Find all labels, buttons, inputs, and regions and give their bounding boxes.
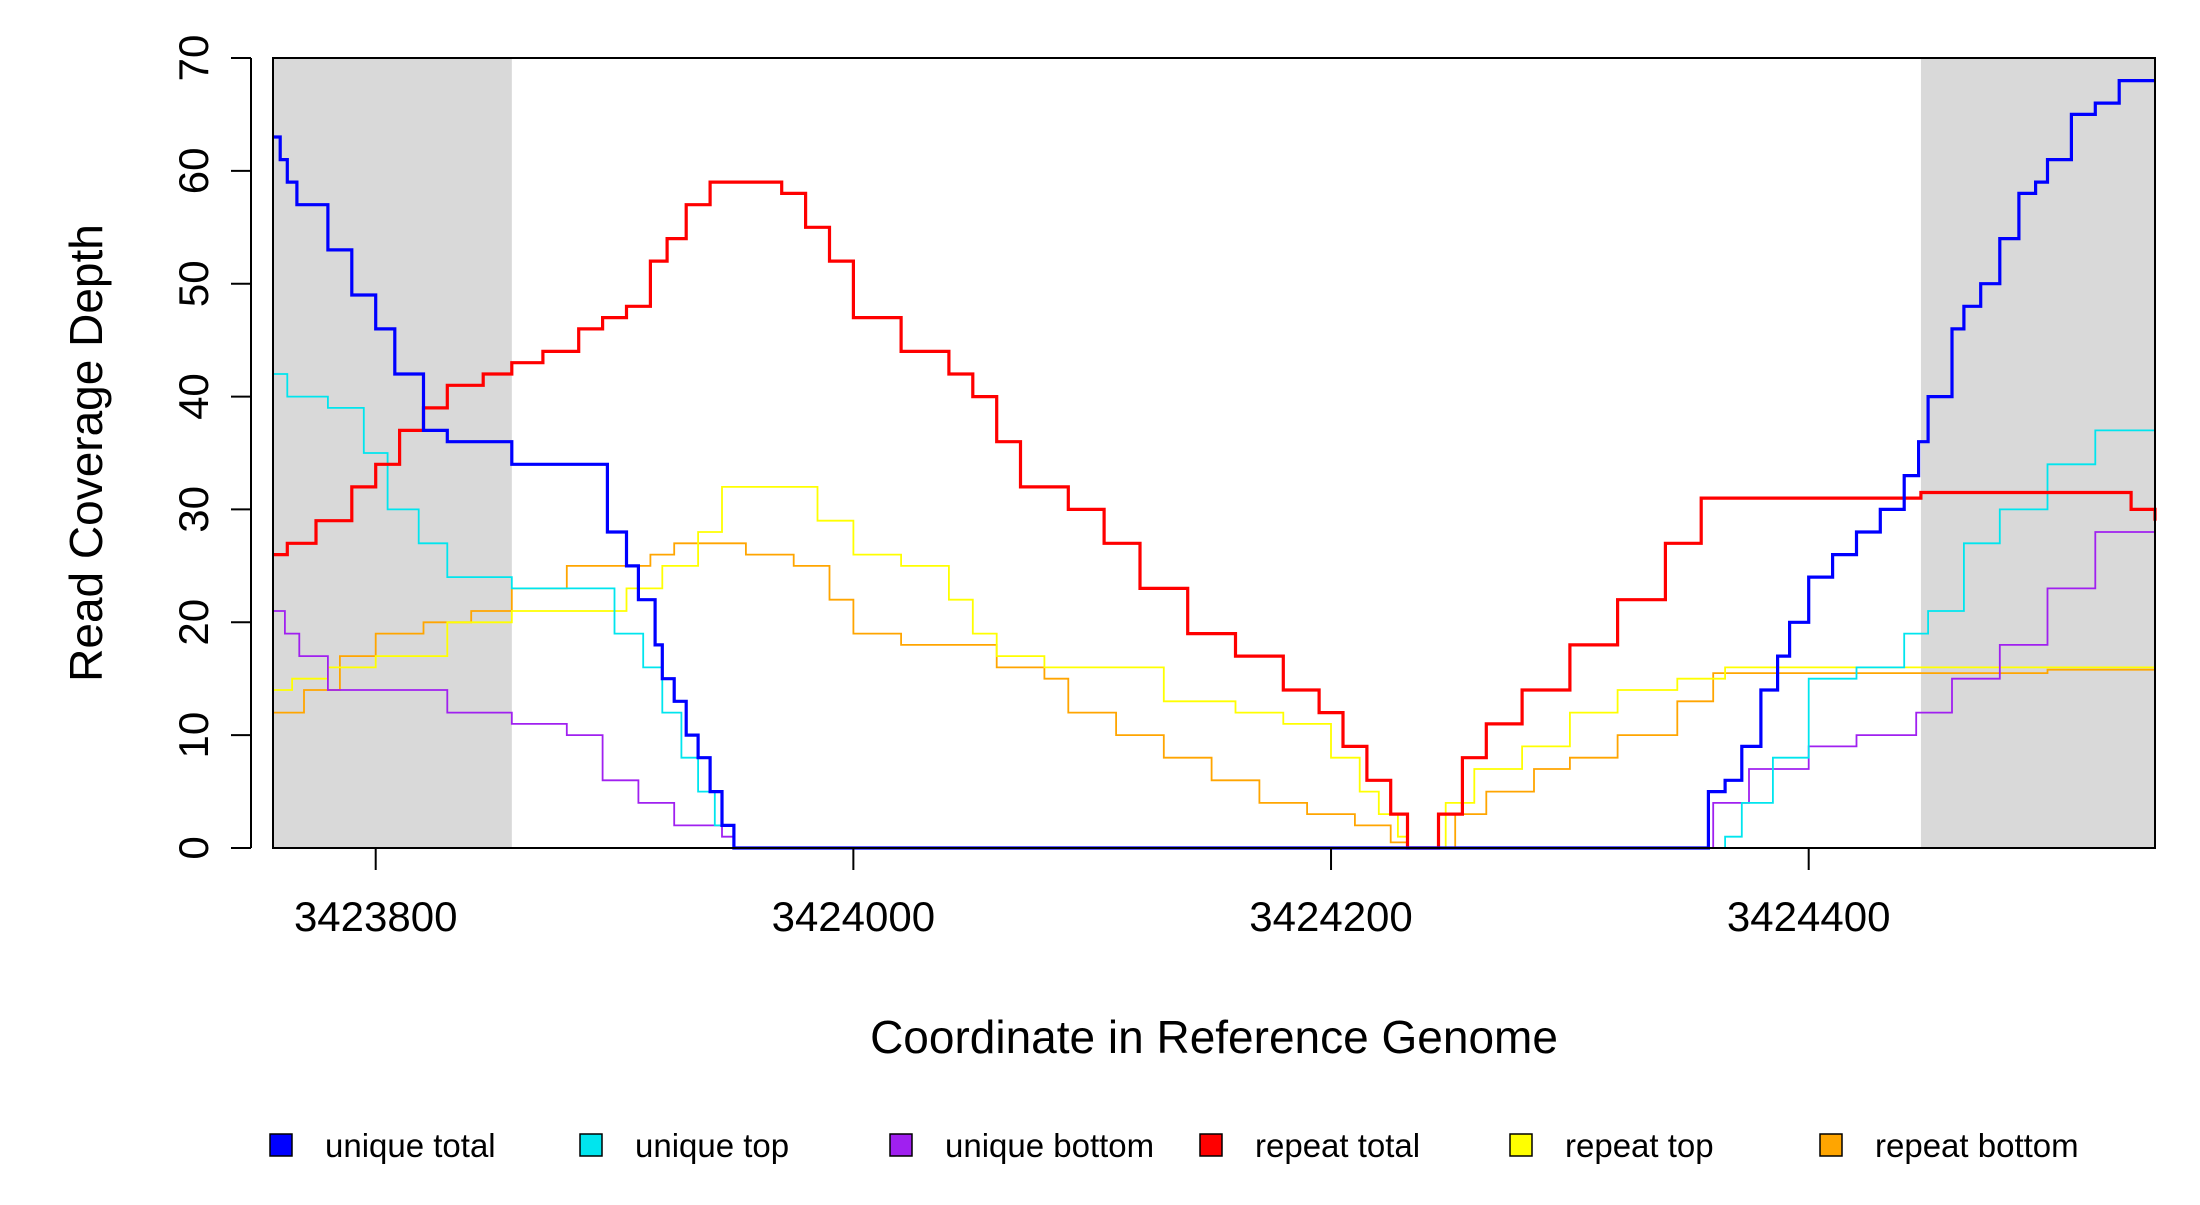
legend-label-repeat-total: repeat total: [1255, 1127, 1420, 1164]
series-line-repeat-total: [273, 180, 2157, 850]
y-tick-label: 20: [170, 599, 217, 646]
legend-swatch-unique-top: [579, 1133, 603, 1157]
plot-frame: [272, 57, 2156, 849]
x-tick-label: 3424400: [1727, 893, 1891, 940]
x-tick-label: 3423800: [294, 893, 458, 940]
x-tick-label: 3424000: [772, 893, 936, 940]
legend-label-unique-top: unique top: [635, 1127, 789, 1164]
y-axis: 0 10 20 30 40 50 60 70: [170, 35, 252, 860]
legend-swatch-repeat-total: [1199, 1133, 1223, 1157]
series-line-unique-top: [273, 373, 2156, 849]
legend-label-repeat-top: repeat top: [1565, 1127, 1714, 1164]
series-lines: [273, 79, 2157, 850]
series-line-unique-bottom: [273, 520, 2156, 849]
y-tick-label: 40: [170, 373, 217, 420]
legend-label-unique-bottom: unique bottom: [945, 1127, 1154, 1164]
y-tick-label: 70: [170, 35, 217, 82]
legend-swatch-repeat-top: [1509, 1133, 1533, 1157]
y-tick-label: 0: [170, 836, 217, 859]
y-tick-label: 60: [170, 147, 217, 194]
series-line-repeat-top: [273, 486, 2156, 849]
y-tick-label: 30: [170, 486, 217, 533]
legend-label-unique-total: unique total: [325, 1127, 496, 1164]
x-axis: 3423800 3424000 3424200 3424400: [294, 847, 1891, 940]
legend-swatch-repeat-bottom: [1819, 1133, 1843, 1157]
legend-swatch-unique-total: [269, 1133, 293, 1157]
shaded-region-2: [1920, 58, 2155, 848]
legend: unique total unique top unique bottom repea…: [269, 1127, 2079, 1164]
y-tick-label: 50: [170, 260, 217, 307]
legend-label-repeat-bottom: repeat bottom: [1875, 1127, 2079, 1164]
x-axis-title: Coordinate in Reference Genome: [870, 1011, 1558, 1063]
series-line-unique-total: [273, 79, 2155, 850]
shaded-regions: [273, 58, 2155, 848]
x-tick-label: 3424200: [1249, 893, 1413, 940]
y-tick-label: 10: [170, 712, 217, 759]
y-axis-title: Read Coverage Depth: [60, 224, 112, 682]
shaded-region-1: [273, 58, 512, 848]
legend-swatch-unique-bottom: [889, 1133, 913, 1157]
